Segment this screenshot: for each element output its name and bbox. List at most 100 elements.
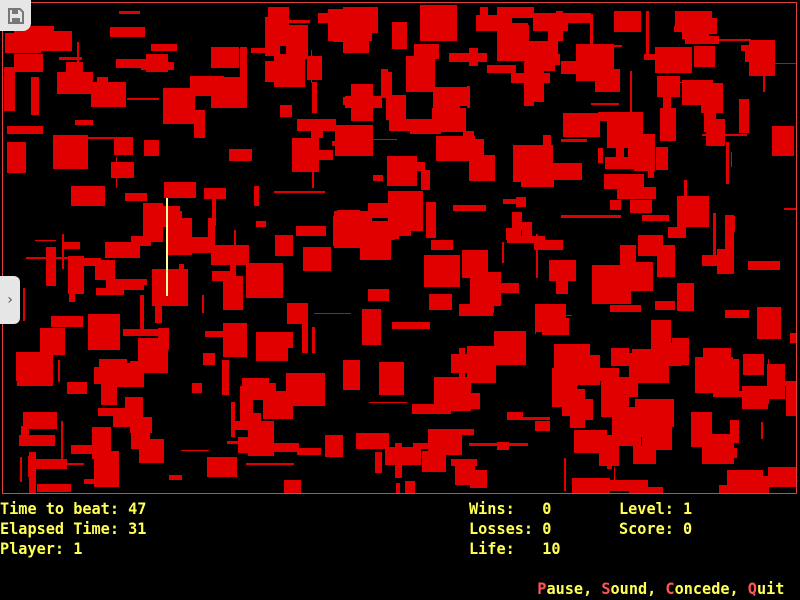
obstacle-block — [275, 234, 293, 257]
obstacle-block — [311, 82, 317, 114]
command-bar: Pause, Sound, Concede, Quit — [537, 579, 785, 598]
obstacle-block — [550, 315, 573, 317]
obstacle-block — [20, 457, 23, 482]
obstacle-block — [616, 128, 624, 162]
obstacle-block — [312, 327, 315, 353]
obstacle-block — [703, 100, 716, 132]
obstacle-block — [498, 282, 520, 294]
obstacle-block — [741, 386, 769, 409]
obstacle-block — [555, 11, 563, 41]
obstacle-block — [223, 323, 247, 358]
obstacle-block — [223, 275, 243, 310]
obstacle-block — [109, 26, 146, 38]
obstacle-block — [381, 72, 393, 99]
obstacle-block — [396, 483, 401, 493]
obstacle-block — [428, 429, 462, 456]
obstacle-block — [150, 43, 178, 52]
obstacle-block — [202, 295, 204, 314]
obstacle-block — [274, 443, 300, 452]
obstacle-block — [773, 381, 796, 387]
obstacle-block — [237, 436, 255, 453]
obstacle-block — [613, 467, 616, 487]
obstacle-block — [83, 478, 104, 484]
obstacle-block — [125, 193, 148, 202]
obstacle-block — [453, 138, 484, 156]
obstacle-block — [555, 13, 591, 23]
obstacle-block — [431, 108, 466, 132]
obstacle-block — [571, 398, 593, 421]
obstacle-block — [599, 444, 620, 467]
obstacle-block — [379, 362, 404, 396]
obstacle-block — [56, 72, 93, 95]
obstacle-block — [642, 423, 673, 451]
time-to-beat: Time to beat: 47 — [0, 499, 147, 518]
obstacle-block — [449, 53, 488, 63]
obstacle-block — [631, 348, 670, 384]
obstacle-block — [73, 257, 102, 266]
obstacle-block — [211, 47, 240, 68]
command-concede[interactable]: Concede — [665, 579, 730, 598]
obstacle-block — [597, 147, 604, 163]
obstacle-block — [63, 241, 80, 250]
obstacle-block — [682, 26, 710, 39]
obstacle-block — [609, 304, 642, 313]
obstacle-block — [122, 329, 162, 336]
obstacle-block — [368, 401, 408, 404]
obstacle-block — [332, 12, 363, 43]
obstacle-block — [116, 279, 147, 285]
obstacle-block — [255, 221, 266, 227]
obstacle-block — [310, 128, 324, 139]
obstacle-block — [592, 264, 632, 304]
obstacle-block — [510, 73, 551, 83]
side-panel-toggle[interactable]: › — [0, 276, 20, 324]
obstacle-block — [586, 368, 619, 382]
obstacle-block — [391, 22, 407, 50]
obstacle-block — [242, 377, 270, 401]
command-sound[interactable]: Sound — [601, 579, 648, 598]
obstacle-block — [561, 215, 621, 218]
save-button[interactable] — [0, 0, 31, 31]
obstacle-block — [772, 125, 794, 156]
obstacle-block — [633, 136, 651, 143]
command-quit[interactable]: Quit — [747, 579, 785, 598]
obstacle-block — [168, 474, 182, 481]
command-pause[interactable]: Pause — [537, 579, 584, 598]
obstacle-block — [239, 385, 251, 425]
obstacle-block — [246, 262, 284, 299]
obstacle-block — [256, 332, 294, 348]
obstacle-block — [16, 352, 44, 381]
obstacle-block — [616, 187, 657, 199]
obstacle-block — [181, 449, 209, 451]
obstacle-block — [325, 435, 343, 458]
obstacle-block — [391, 322, 430, 330]
obstacle-block — [90, 81, 127, 108]
obstacle-block — [479, 7, 488, 23]
obstacle-block — [332, 216, 364, 246]
obstacle-block — [190, 75, 225, 96]
obstacle-block — [507, 412, 524, 421]
obstacle-block — [789, 332, 796, 343]
obstacle-block — [367, 288, 390, 301]
obstacle-block — [129, 360, 163, 364]
obstacle-block — [75, 267, 83, 291]
obstacle-block — [139, 295, 145, 332]
obstacle-block — [458, 347, 466, 385]
obstacle-block — [279, 104, 293, 117]
obstacle-block — [761, 421, 764, 439]
obstacle-block — [496, 23, 528, 62]
obstacle-block — [296, 226, 326, 236]
obstacle-block — [372, 174, 384, 182]
obstacle-block — [614, 11, 642, 32]
obstacle-block — [29, 451, 37, 493]
obstacle-block — [742, 353, 765, 376]
obstacle-block — [694, 45, 716, 67]
obstacle-block — [738, 98, 750, 134]
obstacle-block — [25, 257, 79, 259]
obstacle-block — [533, 239, 564, 251]
score: Score: 0 — [619, 519, 693, 538]
chevron-right-icon: › — [5, 292, 15, 308]
obstacle-block — [429, 293, 453, 310]
obstacle-block — [113, 136, 133, 155]
obstacle-block — [105, 242, 140, 259]
obstacle-block — [361, 308, 382, 346]
